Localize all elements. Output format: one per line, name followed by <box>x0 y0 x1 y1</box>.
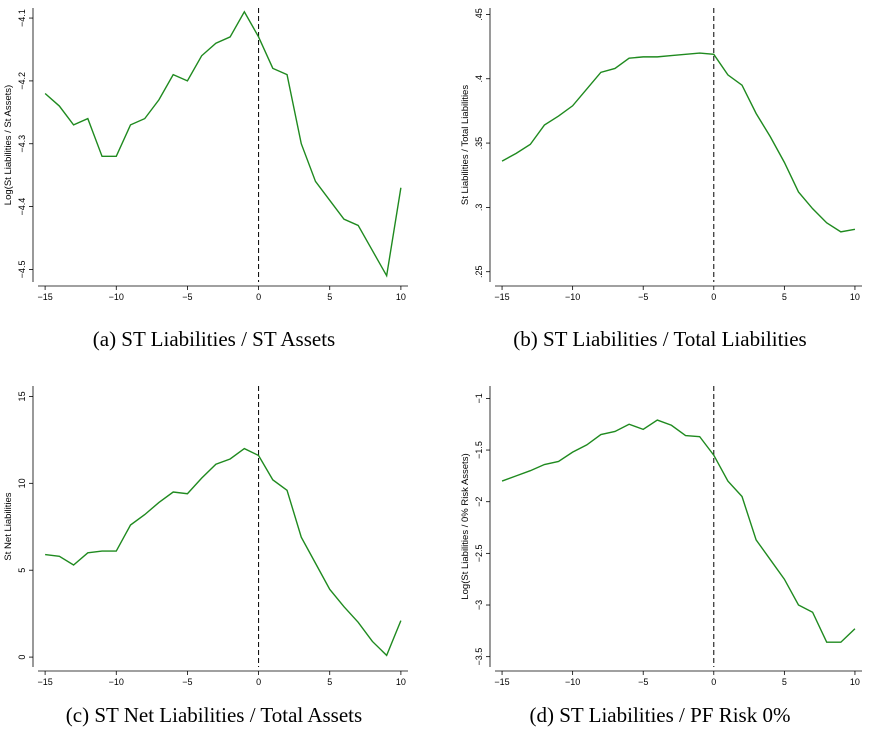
y-tick-label: −1 <box>474 393 484 403</box>
caption: (b) ST Liabilities / Total Liabilities <box>513 327 806 351</box>
x-tick-label: 5 <box>782 292 787 302</box>
y-axis-title: Log(St Liabilities / St Assets) <box>3 85 14 205</box>
y-tick-label: −4.1 <box>17 9 27 27</box>
y-tick-label: −2.5 <box>474 544 484 562</box>
x-tick-label: −15 <box>494 292 509 302</box>
y-tick-label: 15 <box>17 391 27 401</box>
x-tick-label: −10 <box>565 677 580 687</box>
y-tick-label: −1.5 <box>474 441 484 459</box>
x-tick-label: −10 <box>565 292 580 302</box>
y-tick-label: −4.2 <box>17 72 27 90</box>
x-tick-label: −5 <box>638 292 648 302</box>
y-tick-label: .25 <box>474 265 484 278</box>
x-tick-label: 10 <box>396 292 406 302</box>
y-tick-label: −3.5 <box>474 648 484 666</box>
y-tick-label: 10 <box>17 478 27 488</box>
y-tick-label: .3 <box>474 204 484 212</box>
caption: (a) ST Liabilities / ST Assets <box>93 327 335 351</box>
y-axis-title: Log(St Liabilities / 0% Risk Assets) <box>460 453 471 599</box>
data-line <box>501 419 856 643</box>
x-tick-label: −5 <box>182 292 192 302</box>
y-tick-label: −4.3 <box>17 135 27 153</box>
x-tick-label: 10 <box>396 677 406 687</box>
x-tick-label: 5 <box>327 677 332 687</box>
x-tick-label: −5 <box>638 677 648 687</box>
x-tick-label: −15 <box>494 677 509 687</box>
data-line <box>501 52 856 233</box>
y-tick-label: .45 <box>474 8 484 21</box>
x-tick-label: −5 <box>182 677 192 687</box>
y-axis-title: St Net Liabilities <box>3 492 14 560</box>
x-tick-label: 10 <box>850 292 860 302</box>
x-tick-label: −10 <box>109 292 124 302</box>
x-tick-label: −15 <box>37 292 52 302</box>
x-tick-label: 5 <box>782 677 787 687</box>
y-tick-label: 5 <box>17 568 27 573</box>
y-tick-label: 0 <box>17 655 27 660</box>
x-tick-label: −15 <box>37 677 52 687</box>
y-tick-label: −2 <box>474 497 484 507</box>
y-axis-title: St Liabilities / Total Liabilities <box>460 85 471 205</box>
y-tick-label: −4.5 <box>17 261 27 279</box>
x-tick-label: 0 <box>711 292 716 302</box>
x-tick-label: 0 <box>256 292 261 302</box>
y-tick-label: .4 <box>474 75 484 83</box>
y-tick-label: −3 <box>474 600 484 610</box>
y-tick-label: −4.4 <box>17 198 27 216</box>
data-line <box>45 447 402 657</box>
x-tick-label: 10 <box>850 677 860 687</box>
y-tick-label: .35 <box>474 137 484 150</box>
x-tick-label: −10 <box>109 677 124 687</box>
caption: (c) ST Net Liabilities / Total Assets <box>66 703 362 727</box>
caption: (d) ST Liabilities / PF Risk 0% <box>530 703 791 727</box>
x-tick-label: 0 <box>711 677 716 687</box>
data-line <box>44 10 402 278</box>
x-tick-label: 5 <box>327 292 332 302</box>
x-tick-label: 0 <box>256 677 261 687</box>
